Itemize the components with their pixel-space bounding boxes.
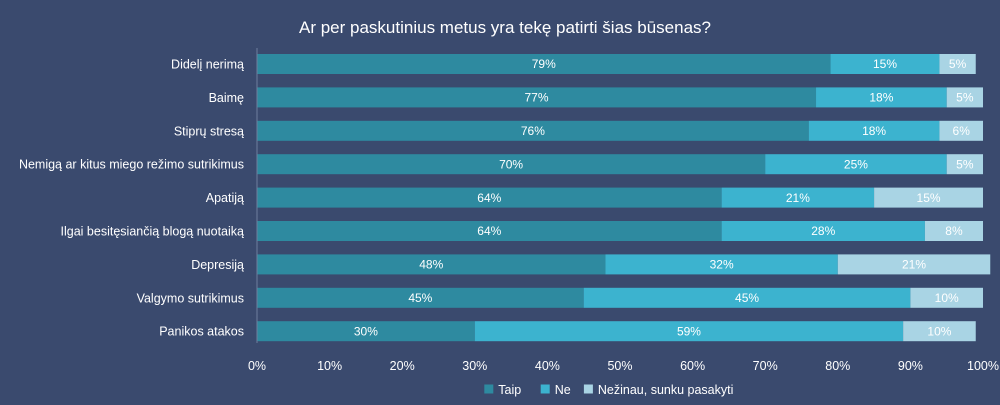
data-label: 18%: [862, 124, 886, 138]
data-label: 6%: [953, 124, 971, 138]
bar-segment: [257, 120, 809, 141]
data-label: 21%: [902, 258, 926, 272]
legend-swatch: [484, 384, 494, 394]
plot-area: Didelį nerimą 79% 15% 5% Baimę 77% 18% 5% Stiprų…: [19, 54, 991, 342]
bar-segment: [583, 287, 911, 308]
data-label: 45%: [735, 291, 759, 305]
legend-label: Nežinau, sunku pasakyti: [598, 383, 734, 397]
bar-segment: [257, 187, 722, 208]
x-tick-label: 90%: [898, 359, 923, 373]
x-tick-label: 10%: [317, 359, 342, 373]
legend-label: Taip: [498, 383, 521, 397]
chart-title: Ar per paskutinius metus yra tekę patirt…: [299, 18, 711, 37]
x-tick-label: 100%: [967, 359, 999, 373]
category-label: Nemigą ar kitus miego režimo sutrikimus: [19, 158, 244, 172]
data-label: 10%: [927, 324, 951, 338]
category-label: Ilgai besitęsiančią blogą nuotaiką: [61, 225, 245, 239]
data-label: 5%: [956, 91, 974, 105]
bar-segment: [946, 87, 983, 108]
x-tick-label: 80%: [825, 359, 850, 373]
bar-segment: [721, 187, 875, 208]
bar-segment: [837, 254, 991, 275]
category-label: Baimę: [209, 91, 244, 105]
x-tick-label: 20%: [390, 359, 415, 373]
bar-segment: [874, 187, 983, 208]
bar-segment: [257, 54, 831, 74]
bar-segment: [903, 321, 976, 342]
data-label: 32%: [710, 258, 734, 272]
data-label: 5%: [956, 157, 974, 171]
data-label: 45%: [408, 291, 432, 305]
x-tick-label: 40%: [535, 359, 560, 373]
bar-segment: [946, 154, 983, 175]
category-label: Stiprų stresą: [174, 124, 244, 138]
legend-label: Ne: [555, 383, 571, 397]
data-label: 5%: [949, 57, 967, 71]
data-label: 48%: [419, 258, 443, 272]
x-axis: 0% 10% 20% 30% 40% 50% 60% 70% 80% 90% 100%: [248, 48, 999, 373]
data-label: 76%: [521, 124, 545, 138]
bar-segment: [830, 54, 940, 74]
x-tick-label: 50%: [607, 359, 632, 373]
legend-swatch: [583, 384, 593, 394]
x-tick-label: 30%: [462, 359, 487, 373]
bar-segment: [257, 221, 722, 241]
legend: Taip Ne Nežinau, sunku pasakyti: [484, 383, 733, 397]
data-label: 64%: [477, 191, 501, 205]
category-label: Didelį nerimą: [171, 58, 244, 72]
bar-segment: [924, 221, 983, 241]
data-label: 18%: [869, 91, 893, 105]
bar-segment: [257, 154, 766, 175]
bar-segment: [605, 254, 838, 275]
data-label: 15%: [873, 57, 897, 71]
bar-segment: [910, 287, 983, 308]
bar-segment: [257, 87, 817, 108]
bar-segment: [808, 120, 940, 141]
data-label: 21%: [786, 191, 810, 205]
bar-segment: [257, 254, 606, 275]
data-label: 70%: [499, 157, 523, 171]
category-label: Depresiją: [191, 258, 244, 272]
bar-segment: [765, 154, 947, 175]
category-label: Apatiją: [206, 191, 244, 205]
bar-segment: [816, 87, 947, 108]
bar-segment: [257, 287, 584, 308]
data-label: 25%: [844, 157, 868, 171]
data-label: 8%: [945, 224, 963, 238]
bar-segment: [474, 321, 904, 342]
bar-segment: [939, 120, 983, 141]
data-label: 10%: [935, 291, 959, 305]
bar-segment: [721, 221, 925, 241]
data-label: 79%: [532, 57, 556, 71]
x-tick-label: 0%: [248, 359, 266, 373]
data-label: 77%: [524, 91, 548, 105]
data-label: 28%: [811, 224, 835, 238]
x-tick-label: 60%: [680, 359, 705, 373]
data-label: 59%: [677, 324, 701, 338]
data-label: 30%: [354, 324, 378, 338]
legend-swatch: [540, 384, 550, 394]
data-label: 15%: [917, 191, 941, 205]
bar-segment: [257, 321, 475, 342]
x-tick-label: 70%: [753, 359, 778, 373]
data-label: 64%: [477, 224, 501, 238]
category-label: Valgymo sutrikimus: [137, 291, 244, 305]
category-label: Panikos atakos: [159, 325, 244, 339]
bar-segment: [939, 54, 976, 74]
